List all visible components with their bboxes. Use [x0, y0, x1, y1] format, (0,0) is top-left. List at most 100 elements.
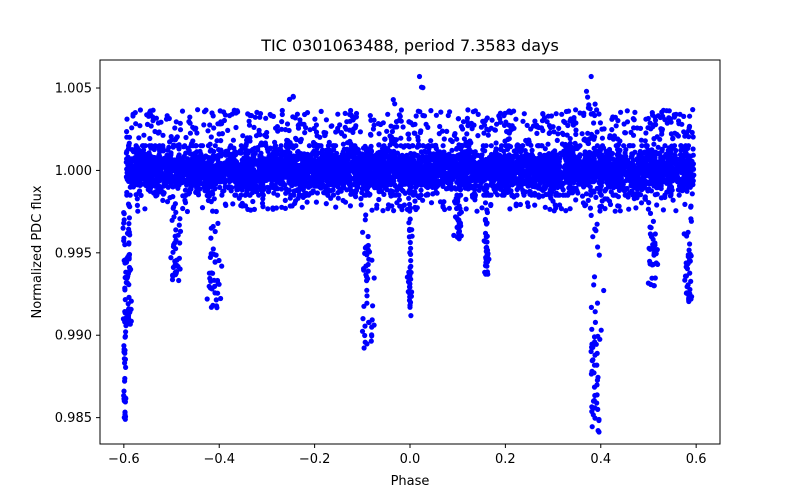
data-point [283, 190, 289, 196]
data-point [690, 146, 696, 152]
data-point [488, 143, 494, 149]
data-point [621, 143, 627, 149]
data-point [481, 176, 487, 183]
data-point [309, 190, 316, 196]
data-point [437, 149, 443, 155]
data-point [562, 192, 569, 198]
data-point [616, 177, 622, 183]
data-point [616, 149, 622, 156]
data-point [425, 184, 431, 191]
data-point [264, 184, 271, 190]
data-point [515, 157, 521, 164]
data-point [342, 156, 348, 162]
data-point [431, 181, 437, 187]
data-point [648, 160, 654, 166]
data-point [457, 187, 464, 193]
data-point [484, 189, 490, 195]
data-point [659, 146, 665, 152]
data-point [352, 162, 358, 168]
data-point [188, 186, 194, 192]
data-point [504, 178, 510, 185]
data-point [300, 160, 306, 166]
data-point [535, 158, 541, 164]
data-point [359, 175, 365, 181]
data-point [683, 150, 689, 156]
data-points-layer [120, 73, 697, 435]
data-point [155, 164, 162, 170]
data-point [330, 187, 336, 193]
data-point [217, 184, 223, 190]
data-point [551, 182, 557, 188]
data-point [136, 147, 142, 153]
data-point [594, 185, 600, 191]
data-point [679, 156, 685, 162]
data-point [681, 174, 687, 180]
data-point [588, 159, 594, 166]
data-point [331, 152, 337, 158]
data-point [199, 143, 206, 149]
data-point [440, 143, 446, 149]
data-point [425, 143, 431, 149]
data-point [394, 187, 400, 193]
data-point [363, 192, 369, 198]
data-point [680, 164, 687, 170]
data-point [581, 167, 587, 173]
data-point [464, 158, 470, 164]
data-point [481, 185, 487, 191]
data-point [300, 187, 306, 193]
data-point [676, 192, 682, 198]
data-point [260, 183, 266, 189]
data-point [581, 184, 587, 190]
data-point [232, 178, 238, 184]
data-point [331, 171, 337, 178]
data-point [669, 145, 676, 151]
data-point [529, 147, 535, 153]
data-point [476, 187, 482, 193]
data-point [481, 158, 488, 164]
data-point [310, 150, 316, 156]
data-point [128, 158, 134, 164]
data-point [248, 148, 254, 154]
data-point [357, 151, 363, 157]
data-point [571, 146, 577, 152]
data-point [548, 152, 555, 158]
data-point [362, 153, 368, 159]
data-point [430, 191, 436, 197]
data-point [140, 181, 146, 187]
data-point [585, 178, 591, 185]
data-point [583, 191, 590, 197]
data-point [300, 180, 306, 186]
data-point [464, 149, 470, 155]
data-point [151, 180, 157, 186]
data-point [154, 176, 160, 182]
data-point [164, 159, 170, 165]
data-point [374, 168, 380, 174]
data-point [598, 192, 604, 198]
data-point [454, 146, 460, 152]
data-point [653, 177, 660, 183]
data-point [432, 175, 438, 181]
data-point [148, 172, 154, 178]
data-point [490, 181, 496, 187]
data-point [647, 181, 653, 187]
data-point [472, 187, 478, 193]
data-point [616, 187, 623, 193]
data-point [684, 159, 691, 165]
data-point [306, 183, 312, 189]
data-point [602, 188, 608, 194]
data-point [181, 144, 187, 150]
data-point [407, 190, 413, 196]
data-point [149, 167, 156, 173]
data-point [144, 175, 150, 181]
data-point [170, 164, 176, 170]
data-point [449, 147, 455, 153]
data-point [666, 159, 672, 165]
data-point [292, 157, 298, 163]
data-point [168, 177, 174, 183]
data-point [271, 190, 277, 196]
data-point [608, 173, 614, 179]
data-point [227, 175, 233, 182]
data-point [377, 184, 383, 190]
data-point [415, 152, 421, 159]
data-point [278, 186, 285, 192]
